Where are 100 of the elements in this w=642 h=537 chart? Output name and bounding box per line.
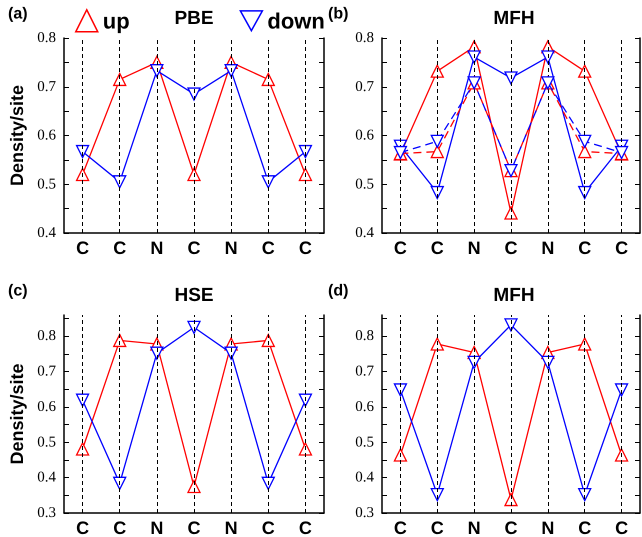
point — [504, 318, 518, 332]
x-tick-label: C — [298, 238, 312, 258]
point — [76, 168, 90, 182]
point — [187, 480, 201, 494]
point — [298, 144, 312, 158]
x-tick-label: C — [394, 238, 407, 258]
text: (d) — [328, 282, 348, 300]
x-tick-label: C — [394, 518, 407, 537]
point — [187, 87, 201, 101]
point — [430, 186, 444, 200]
point — [76, 144, 90, 158]
x-tick-label: N — [541, 518, 554, 537]
x-tick-label: C — [578, 518, 592, 537]
legend-label: down — [267, 8, 325, 34]
point — [298, 442, 312, 456]
point — [430, 337, 444, 351]
text: (a) — [8, 6, 28, 22]
y-tick-label: 0.5 — [355, 176, 374, 192]
y-tick-label: 0.6 — [355, 398, 374, 415]
point — [578, 337, 592, 351]
x-tick-label: N — [150, 238, 164, 258]
y-tick-label: 0.4 — [37, 225, 56, 241]
point — [224, 346, 238, 360]
x-tick-label: C — [578, 238, 592, 258]
y-tick-label: 0.8 — [37, 328, 56, 344]
x-tick-label: C — [504, 238, 518, 258]
point — [113, 175, 126, 188]
point — [298, 394, 312, 407]
point — [430, 134, 444, 148]
y-tick-label: 0.4 — [37, 470, 56, 486]
point — [614, 383, 628, 397]
point — [76, 394, 90, 407]
chart-title: HSE — [174, 285, 214, 306]
point — [430, 144, 444, 158]
point — [614, 448, 628, 462]
x-tick-label: C — [76, 238, 90, 258]
point — [578, 134, 592, 148]
point — [394, 383, 408, 397]
point — [504, 492, 518, 506]
legend-label: up — [102, 8, 130, 34]
point — [541, 50, 555, 64]
x-tick-label: N — [541, 238, 554, 258]
y-tick-label: 0.8 — [37, 30, 56, 46]
x-tick-label: C — [113, 518, 126, 537]
y-tick-label: 0.6 — [37, 398, 56, 415]
point — [187, 168, 201, 182]
x-tick-label: N — [468, 518, 481, 537]
x-tick-label: N — [150, 518, 164, 537]
y-tick-label: 0.7 — [37, 78, 56, 95]
y-tick-label: 0.4 — [355, 470, 374, 486]
y-tick-label: 0.6 — [355, 128, 374, 144]
point — [113, 476, 126, 490]
x-tick-label: N — [468, 238, 481, 258]
point — [430, 488, 444, 502]
chart-title: MFH — [493, 8, 535, 29]
point — [578, 64, 592, 78]
y-tick-label: 0.4 — [355, 225, 374, 241]
text: (c) — [8, 282, 28, 300]
point — [467, 50, 481, 64]
x-tick-label: C — [113, 238, 126, 258]
point — [187, 320, 201, 334]
point — [113, 72, 126, 86]
x-tick-label: N — [224, 238, 238, 258]
y-tick-label: 0.3 — [355, 505, 374, 521]
point — [578, 144, 592, 158]
point — [262, 334, 275, 348]
x-tick-label: C — [298, 518, 312, 537]
y-tick-label: 0.5 — [355, 434, 374, 450]
x-tick-label: C — [615, 238, 628, 258]
point — [298, 168, 312, 182]
point — [113, 334, 126, 348]
point — [430, 64, 444, 78]
x-tick-label: C — [188, 238, 200, 258]
chart-title: MFH — [493, 285, 535, 306]
point — [150, 346, 164, 360]
y-tick-label: 0.3 — [37, 505, 56, 521]
point — [467, 356, 481, 370]
point — [150, 64, 164, 78]
y-tick-label: 0.7 — [355, 78, 374, 95]
y-axis-title: Density/site — [7, 363, 27, 465]
y-tick-label: 0.5 — [37, 176, 56, 192]
y-tick-label: 0.8 — [355, 328, 374, 344]
point — [504, 206, 518, 220]
x-tick-label: C — [430, 238, 444, 258]
x-tick-label: C — [262, 518, 275, 537]
y-tick-label: 0.7 — [355, 364, 374, 380]
point — [262, 476, 275, 490]
x-tick-label: C — [76, 518, 90, 537]
x-tick-label: C — [262, 238, 275, 258]
x-tick-label: C — [615, 518, 628, 537]
point — [578, 488, 592, 502]
y-tick-label: 0.8 — [355, 30, 374, 46]
x-tick-label: C — [430, 518, 444, 537]
y-tick-label: 0.6 — [37, 128, 56, 144]
point — [76, 442, 90, 456]
point — [262, 72, 275, 86]
chart-title: PBE — [174, 8, 214, 29]
point — [504, 71, 518, 85]
x-tick-label: C — [188, 518, 200, 537]
x-tick-label: N — [224, 518, 238, 537]
